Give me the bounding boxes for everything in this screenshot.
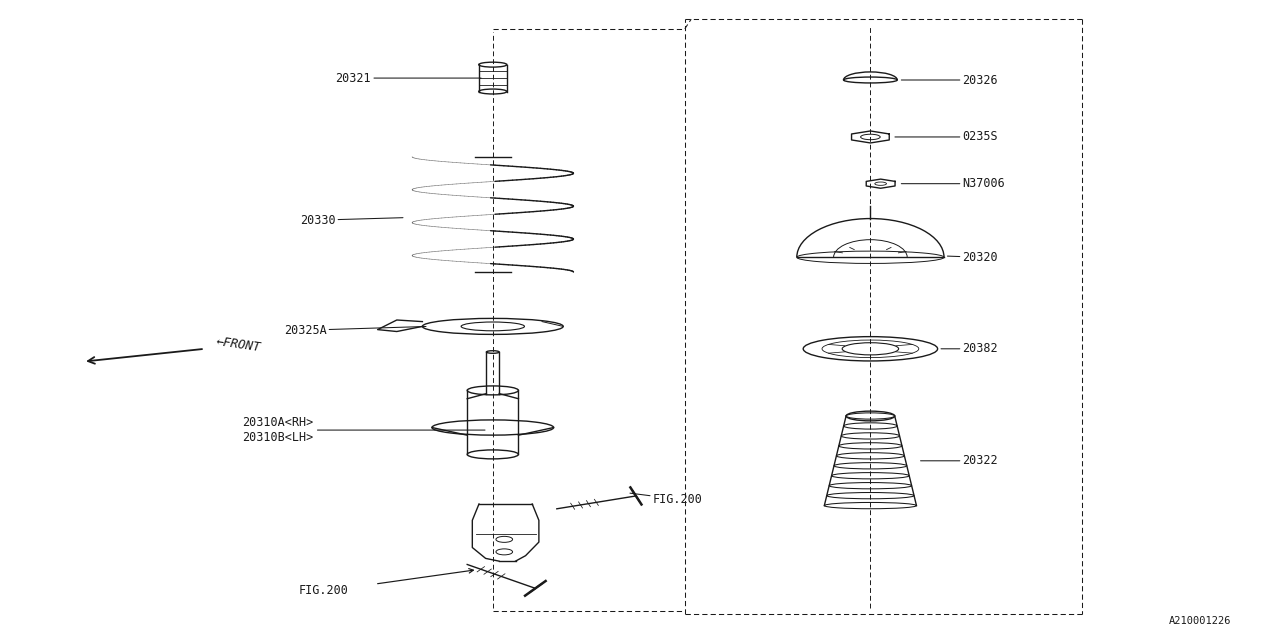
Text: 20330: 20330 [300,214,403,227]
Text: 20322: 20322 [920,454,998,467]
Text: 20320: 20320 [947,251,998,264]
Text: A210001226: A210001226 [1169,616,1231,626]
Text: 20321: 20321 [335,72,481,84]
Text: 20326: 20326 [901,74,998,86]
Text: FIG.200: FIG.200 [298,584,348,596]
Text: N37006: N37006 [901,177,1005,190]
Text: 20310A<RH>: 20310A<RH> [242,416,314,429]
Text: ←FRONT: ←FRONT [215,335,261,355]
Text: 20310B<LH>: 20310B<LH> [242,431,314,444]
Text: FIG.200: FIG.200 [630,493,703,506]
Text: 20325A: 20325A [284,324,426,337]
Text: 0235S: 0235S [895,131,998,143]
Text: 20382: 20382 [941,342,998,355]
